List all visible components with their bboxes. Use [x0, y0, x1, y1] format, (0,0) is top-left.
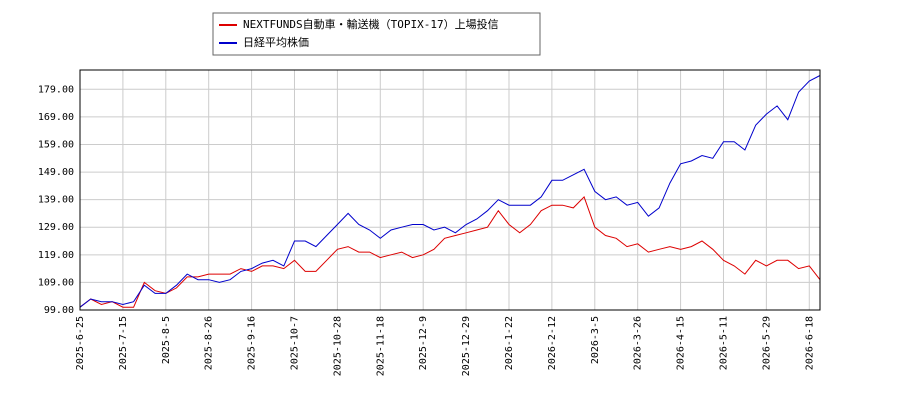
x-tick-label: 2026-5-11 — [718, 316, 729, 370]
x-tick-label: 2025-9-16 — [247, 316, 258, 370]
x-tick-label: 2026-6-18 — [804, 316, 815, 370]
y-tick-label: 109.00 — [38, 277, 74, 288]
x-tick-label: 2025-7-15 — [118, 316, 129, 370]
x-tick-label: 2026-1-22 — [504, 316, 515, 370]
line-series — [79, 195, 821, 308]
x-tick-label: 2025-12-9 — [418, 316, 429, 370]
line-series — [79, 75, 821, 308]
y-tick-label: 179.00 — [38, 84, 74, 95]
x-tick-label: 2025-6-25 — [75, 316, 86, 370]
x-tick-label: 2025-11-18 — [375, 316, 386, 376]
legend — [212, 12, 541, 56]
y-tick-label: 129.00 — [38, 222, 74, 233]
y-tick-label: 99.00 — [44, 305, 74, 316]
x-tick-label: 2025-10-7 — [289, 316, 300, 370]
x-tick-label: 2026-3-5 — [590, 316, 601, 364]
legend-label: NEXTFUNDS自動車・輸送機（TOPIX-17）上場投信 — [243, 17, 499, 31]
y-tick-label: 149.00 — [38, 167, 74, 178]
x-tick-label: 2026-5-29 — [761, 316, 772, 370]
y-tick-label: 169.00 — [38, 112, 74, 123]
x-tick-label: 2026-3-26 — [633, 316, 644, 370]
y-tick-label: 139.00 — [38, 195, 74, 206]
y-tick-label: 159.00 — [38, 139, 74, 150]
legend-label: 日経平均株価 — [243, 35, 309, 49]
plot-border — [79, 69, 821, 311]
y-tick-label: 119.00 — [38, 250, 74, 261]
plot-area — [79, 69, 821, 311]
x-tick-label: 2025-8-5 — [161, 316, 172, 364]
x-tick-label: 2026-4-15 — [676, 316, 687, 370]
x-tick-label: 2025-10-28 — [332, 316, 343, 376]
x-tick-label: 2025-8-26 — [204, 316, 215, 370]
x-tick-label: 2026-2-12 — [547, 316, 558, 370]
x-tick-label: 2025-12-29 — [461, 316, 472, 376]
